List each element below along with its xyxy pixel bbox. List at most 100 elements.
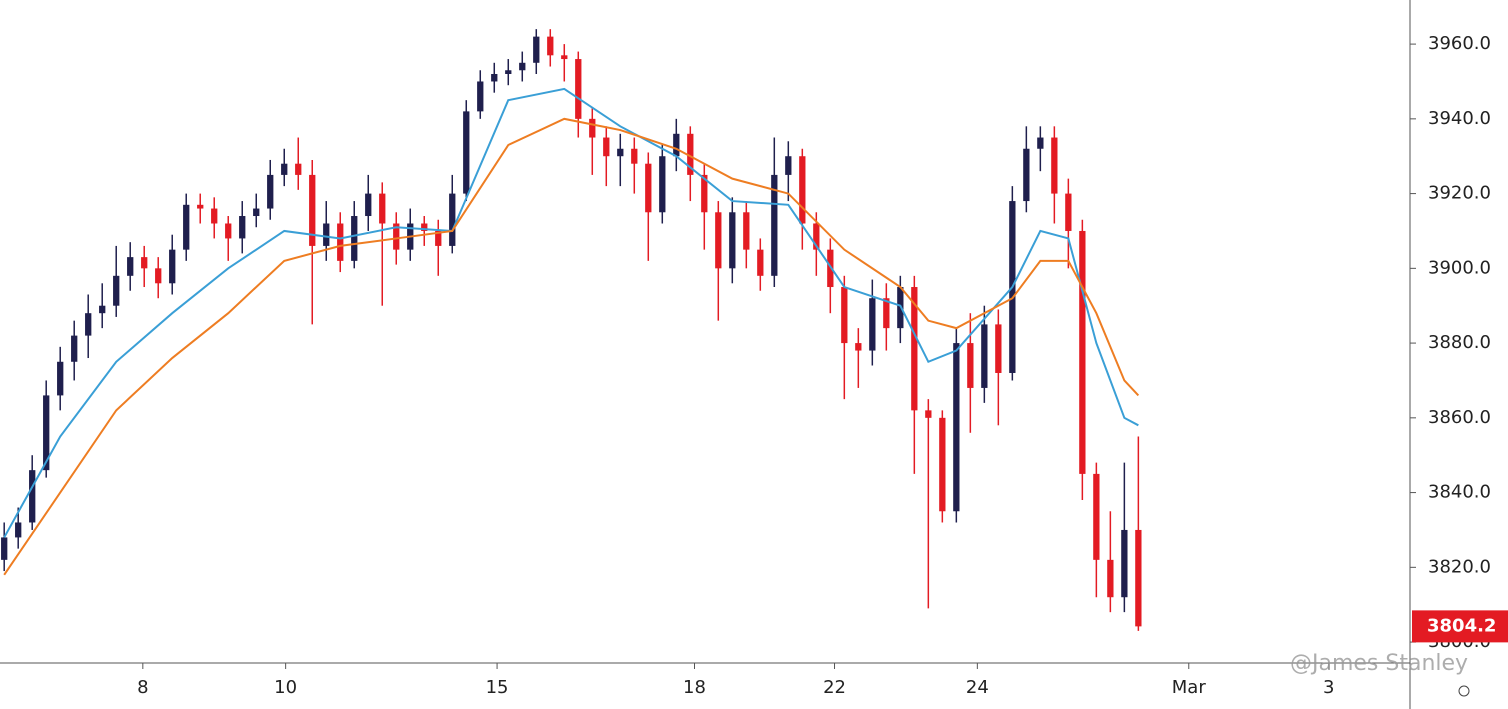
- candle-body: [1023, 148, 1030, 202]
- candle-body: [183, 204, 190, 250]
- settings-icon[interactable]: [1458, 685, 1470, 697]
- candle-body: [575, 59, 582, 119]
- candle-body: [1135, 529, 1142, 627]
- candle-body: [701, 174, 708, 213]
- candle-body: [57, 361, 64, 396]
- candle-body: [645, 163, 652, 213]
- candle-body: [925, 410, 932, 418]
- y-tick-label: 3860.0: [1428, 407, 1491, 428]
- candle-body: [757, 249, 764, 276]
- candle-body: [995, 324, 1002, 373]
- candle-body: [337, 223, 344, 261]
- candle-body: [589, 118, 596, 138]
- candle-body: [141, 257, 148, 269]
- x-tick-label: 24: [966, 677, 989, 698]
- candle-body: [953, 343, 960, 512]
- candle-body: [477, 81, 484, 112]
- candle-body: [463, 111, 470, 194]
- candle-body: [771, 174, 778, 276]
- candle-body: [1, 537, 8, 560]
- y-tick-label: 3840.0: [1428, 482, 1491, 503]
- candle-body: [659, 156, 666, 213]
- candle-body: [939, 417, 946, 512]
- candle-body: [1065, 193, 1072, 231]
- candle-body: [813, 223, 820, 250]
- y-tick-label: 3880.0: [1428, 332, 1491, 353]
- y-tick-label: 3920.0: [1428, 183, 1491, 204]
- candle-body: [617, 148, 624, 157]
- candle-body: [1121, 529, 1128, 598]
- candle-body: [253, 208, 260, 217]
- candle-body: [267, 174, 274, 209]
- candle-body: [883, 298, 890, 329]
- watermark: @James Stanley: [1290, 651, 1468, 676]
- candle-body: [743, 212, 750, 250]
- candle-body: [309, 174, 316, 246]
- y-tick-label: 3820.0: [1428, 556, 1491, 577]
- candle-body: [365, 193, 372, 217]
- candle-body: [491, 73, 498, 82]
- candle-body: [603, 137, 610, 157]
- x-tick-label: 18: [683, 677, 706, 698]
- candle-body: [505, 70, 512, 74]
- candle-body: [715, 212, 722, 269]
- candle-body: [29, 470, 36, 523]
- candle-body: [1037, 137, 1044, 149]
- candle-body: [169, 249, 176, 284]
- candle-body: [449, 193, 456, 246]
- candle-body: [435, 230, 442, 246]
- candle-body: [687, 133, 694, 175]
- candle-body: [533, 36, 540, 63]
- candle-body: [967, 343, 974, 388]
- y-tick-label: 3960.0: [1428, 33, 1491, 54]
- candle-body: [71, 335, 78, 362]
- candle-body: [211, 208, 218, 224]
- candle-body: [1079, 230, 1086, 474]
- candle-body: [43, 395, 50, 471]
- candle-body: [351, 216, 358, 261]
- candle-body: [239, 216, 246, 239]
- last-price-label: 3804.2: [1427, 615, 1496, 636]
- candle-body: [911, 287, 918, 411]
- candle-body: [827, 249, 834, 288]
- y-tick-label: 3940.0: [1428, 108, 1491, 129]
- candle-body: [855, 343, 862, 351]
- candle-body: [631, 148, 638, 164]
- x-tick-label: Mar: [1172, 677, 1207, 698]
- candle-body: [127, 257, 134, 276]
- candle-body: [547, 36, 554, 56]
- candle-body: [981, 324, 988, 388]
- candle-body: [841, 287, 848, 344]
- candle-body: [281, 163, 288, 175]
- candle-body: [15, 522, 22, 538]
- candle-body: [799, 156, 806, 224]
- candle-body: [421, 223, 428, 231]
- x-tick-label: 10: [274, 677, 297, 698]
- candle-body: [225, 223, 232, 239]
- candle-body: [379, 193, 386, 224]
- moving-average-line: [3, 117, 1140, 576]
- candle-body: [99, 305, 106, 314]
- candle-body: [113, 275, 120, 306]
- candle-body: [785, 156, 792, 175]
- candle-body: [295, 163, 302, 175]
- candle-body: [519, 62, 526, 71]
- x-tick-label: 8: [137, 677, 148, 698]
- x-tick-label: 22: [823, 677, 846, 698]
- candle-body: [673, 133, 680, 157]
- moving-average-line: [3, 87, 1139, 538]
- candle-body: [1093, 473, 1100, 560]
- last-price-box: [1412, 610, 1508, 643]
- candle-body: [155, 268, 162, 284]
- x-tick-label: 3: [1323, 677, 1334, 698]
- y-tick-label: 3900.0: [1428, 257, 1491, 278]
- candle-body: [85, 313, 92, 336]
- candle-body: [1051, 137, 1058, 194]
- candle-body: [869, 298, 876, 351]
- candle-body: [323, 223, 330, 246]
- candle-body: [393, 223, 400, 250]
- candle-body: [729, 212, 736, 269]
- candle-body: [1107, 559, 1114, 598]
